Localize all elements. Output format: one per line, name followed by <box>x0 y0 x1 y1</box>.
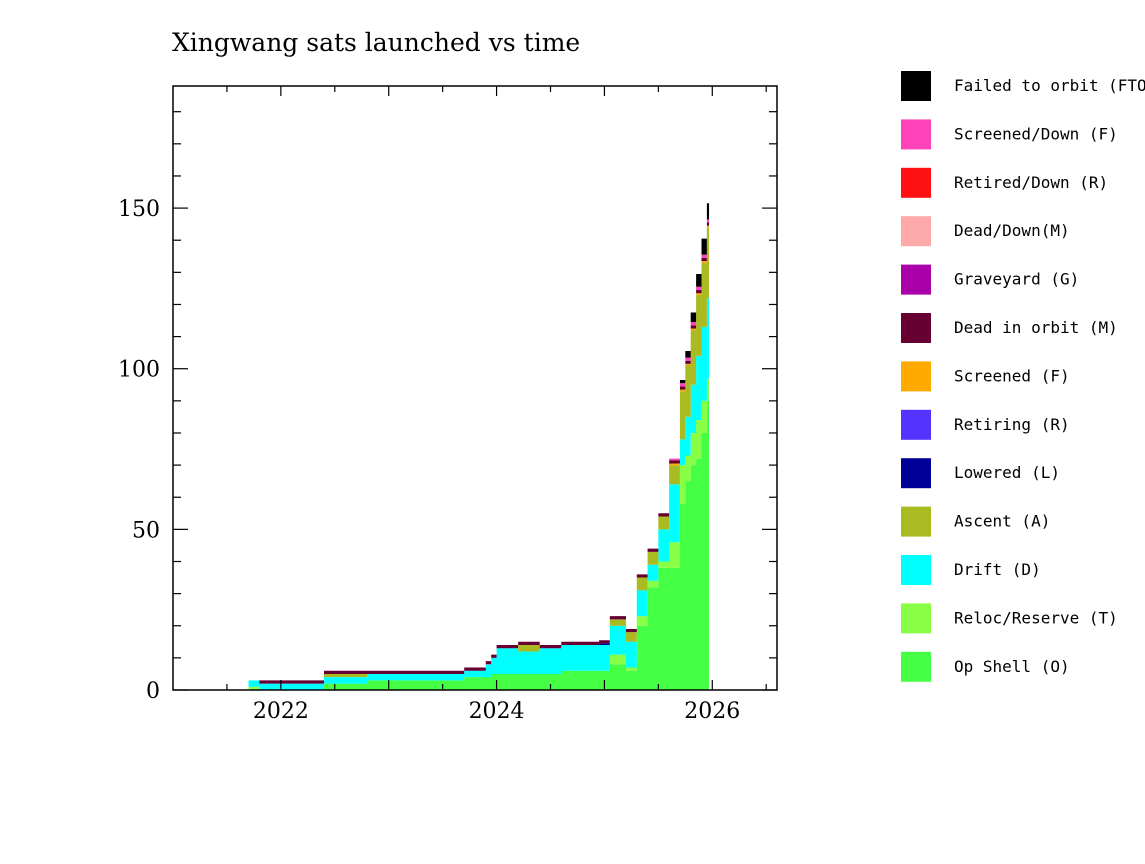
plot-area: 2022 2024 2026 0 50 100 150 <box>118 85 778 724</box>
legend-label: Drift (D) <box>954 560 1041 579</box>
legend-swatch <box>901 216 931 247</box>
legend-label: Failed to orbit (FTO) <box>954 76 1145 95</box>
legend-label: Screened/Down (F) <box>954 124 1118 143</box>
legend-item-dead-down-m: Dead/Down(M) <box>901 216 1070 247</box>
legend-label: Graveyard (G) <box>954 270 1079 289</box>
legend-label: Dead in orbit (M) <box>954 318 1118 337</box>
y-tick-label: 0 <box>146 679 160 704</box>
legend-swatch <box>901 361 931 392</box>
legend-item-reloc-reserve-t: Reloc/Reserve (T) <box>901 603 1118 634</box>
legend-label: Reloc/Reserve (T) <box>954 608 1118 627</box>
legend-swatch <box>901 506 931 537</box>
legend-item-screened-f: Screened (F) <box>901 361 1070 392</box>
legend-label: Screened (F) <box>954 366 1070 385</box>
x-tick-label: 2024 <box>469 699 525 724</box>
series-layer <box>237 203 710 691</box>
legend-swatch <box>901 71 931 101</box>
legend-label: Lowered (L) <box>954 463 1060 482</box>
legend-label: Ascent (A) <box>954 512 1050 531</box>
legend-item-graveyard-g: Graveyard (G) <box>901 264 1079 295</box>
legend-item-lowered-l: Lowered (L) <box>901 458 1060 489</box>
chart-title: Xingwang sats launched vs time <box>172 28 580 57</box>
legend-swatch <box>901 264 931 295</box>
legend-label: Retiring (R) <box>954 415 1070 434</box>
x-tick-label: 2022 <box>253 699 309 724</box>
legend-item-dead-in-orbit-m: Dead in orbit (M) <box>901 313 1118 343</box>
legend-swatch <box>901 651 931 682</box>
y-tick-label: 150 <box>118 197 160 222</box>
legend-item-screened-down-f: Screened/Down (F) <box>901 119 1118 150</box>
plot-frame <box>172 85 778 691</box>
x-tick-label: 2026 <box>684 699 740 724</box>
x-axis: 2022 2024 2026 <box>226 86 767 724</box>
legend-label: Op Shell (O) <box>954 657 1070 676</box>
legend-swatch <box>901 458 931 489</box>
axes <box>172 85 778 691</box>
y-axis: 0 50 100 150 <box>118 111 777 704</box>
legend-swatch <box>901 555 931 585</box>
y-tick-label: 100 <box>118 358 160 383</box>
legend-item-ascent-a: Ascent (A) <box>901 506 1050 537</box>
legend-swatch <box>901 603 931 634</box>
legend-item-drift-d: Drift (D) <box>901 555 1041 585</box>
legend-item-failed-to-orbit-fto: Failed to orbit (FTO) <box>901 71 1145 101</box>
legend-item-retired-down-r: Retired/Down (R) <box>901 167 1108 198</box>
legend-item-op-shell-o: Op Shell (O) <box>901 651 1070 682</box>
legend-swatch <box>901 409 931 440</box>
legend-swatch <box>901 313 931 343</box>
legend-swatch <box>901 167 931 198</box>
y-tick-label: 50 <box>132 518 160 543</box>
series-area-op-shell-o <box>237 400 710 690</box>
legend-swatch <box>901 119 931 150</box>
legend: Failed to orbit (FTO) Screened/Down (F) Re… <box>901 71 1145 682</box>
legend-label: Dead/Down(M) <box>954 221 1070 240</box>
legend-label: Retired/Down (R) <box>954 173 1108 192</box>
legend-item-retiring-r: Retiring (R) <box>901 409 1070 440</box>
